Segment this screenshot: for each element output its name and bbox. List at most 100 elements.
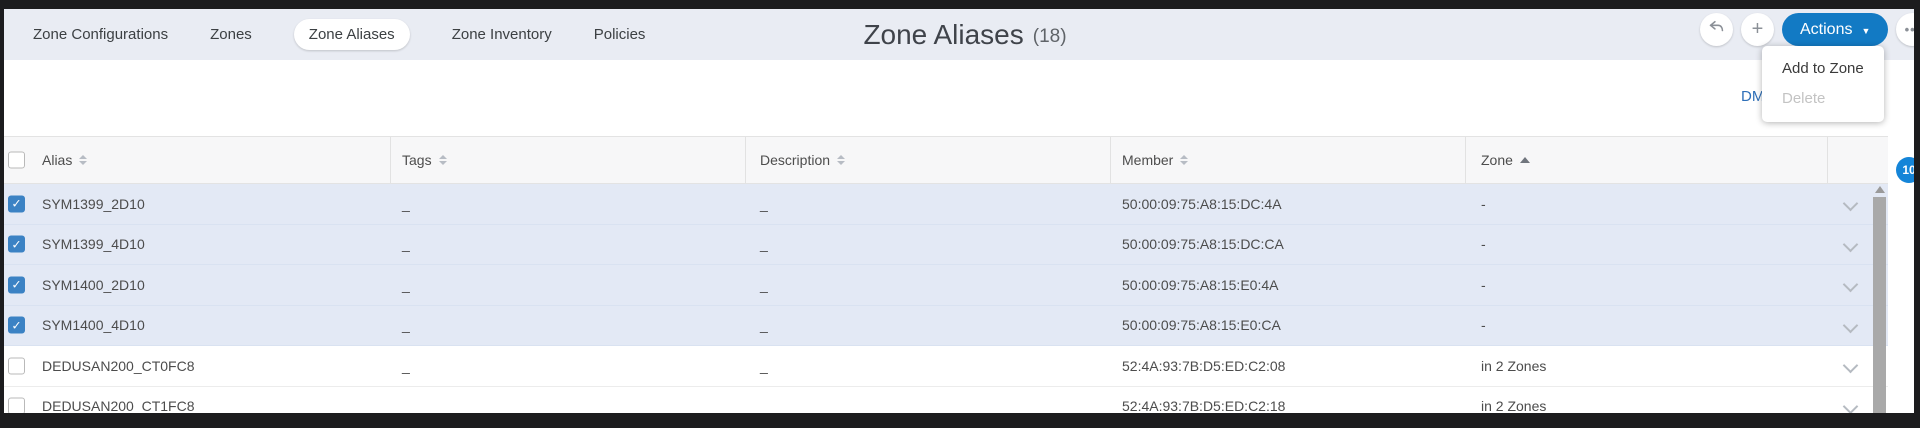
column-divider: [390, 137, 391, 183]
actions-dropdown-menu: Add to Zone Delete: [1762, 46, 1884, 122]
cell-description: _: [760, 317, 768, 334]
table-row[interactable]: ✓ SYM1400_2D10 _ _ 50:00:09:75:A8:15:E0:…: [0, 265, 1888, 306]
triangle-up-icon: [1875, 185, 1885, 193]
scrollbar-up-button[interactable]: [1872, 182, 1888, 196]
cell-tags: _: [402, 276, 410, 293]
column-divider: [1827, 137, 1828, 183]
cell-description: _: [760, 398, 768, 415]
chevron-down-icon: ▼: [1861, 25, 1871, 36]
column-header-description[interactable]: Description: [760, 137, 846, 183]
cell-zone: -: [1481, 236, 1486, 253]
cell-tags: _: [402, 357, 410, 374]
tab-policies[interactable]: Policies: [593, 26, 646, 43]
top-frame-bar: [0, 0, 1920, 9]
table-row[interactable]: ✓ SYM1399_2D10 _ _ 50:00:09:75:A8:15:DC:…: [0, 184, 1888, 225]
sort-icon: [1180, 155, 1189, 165]
cell-member: 50:00:09:75:A8:15:E0:CA: [1122, 317, 1281, 334]
column-divider: [1465, 137, 1466, 183]
column-divider: [745, 137, 746, 183]
cell-description: _: [760, 357, 768, 374]
row-expand-chevron-icon[interactable]: [1842, 317, 1859, 333]
row-expand-chevron-icon[interactable]: [1842, 276, 1859, 293]
row-checkbox[interactable]: ✓: [8, 316, 25, 334]
table-row[interactable]: ✓ SYM1399_4D10 _ _ 50:00:09:75:A8:15:DC:…: [0, 224, 1888, 265]
cell-tags: _: [402, 236, 410, 253]
cell-member: 50:00:09:75:A8:15:E0:4A: [1122, 276, 1279, 293]
sort-icon: [438, 155, 447, 165]
column-header-member[interactable]: Member: [1122, 137, 1189, 183]
dm-link[interactable]: DM: [1741, 88, 1765, 105]
actions-button[interactable]: Actions ▼: [1782, 13, 1889, 46]
header-actions-group: + Actions ▼ •••: [1700, 13, 1920, 46]
toolbar: [4, 60, 1914, 136]
cell-member: 52:4A:93:7B:D5:ED:C2:08: [1122, 357, 1286, 374]
plus-icon: +: [1751, 18, 1764, 40]
tab-zones[interactable]: Zones: [210, 26, 252, 43]
page-title-text: Zone Aliases: [863, 18, 1024, 50]
row-expand-chevron-icon[interactable]: [1842, 398, 1859, 414]
add-button[interactable]: +: [1741, 13, 1774, 46]
row-checkbox[interactable]: ✓: [8, 276, 25, 294]
column-header-zone[interactable]: Zone: [1481, 137, 1530, 183]
tab-bar: Zone Configurations Zones Zone Aliases Z…: [33, 9, 645, 60]
undo-arrow-icon: [1707, 17, 1726, 42]
cell-description: _: [760, 236, 768, 253]
cell-description: _: [760, 195, 768, 212]
table-row[interactable]: ✓ SYM1400_4D10 _ _ 50:00:09:75:A8:15:E0:…: [0, 305, 1888, 346]
actions-button-label: Actions: [1800, 20, 1853, 38]
cell-alias: SYM1400_2D10: [42, 276, 145, 293]
tab-zone-inventory[interactable]: Zone Inventory: [451, 26, 552, 43]
row-checkbox[interactable]: ✓: [8, 357, 25, 375]
row-expand-chevron-icon[interactable]: [1842, 357, 1859, 374]
cell-alias: SYM1400_4D10: [42, 317, 145, 334]
sort-icon: [837, 155, 846, 165]
row-checkbox[interactable]: ✓: [8, 195, 25, 213]
cell-zone: -: [1481, 276, 1486, 293]
column-header-label: Member: [1122, 152, 1174, 168]
cell-tags: _: [402, 398, 410, 415]
bottom-frame-bar: [0, 413, 1920, 428]
column-header-label: Description: [760, 152, 831, 168]
row-expand-chevron-icon[interactable]: [1842, 236, 1859, 252]
table-row[interactable]: ✓ DEDUSAN200_CT0FC8 _ _ 52:4A:93:7B:D5:E…: [0, 346, 1888, 387]
sort-ascending-icon: [1519, 157, 1530, 163]
page-title: Zone Aliases (18): [863, 9, 1066, 60]
tab-zone-aliases[interactable]: Zone Aliases: [293, 19, 410, 50]
tab-band: Zone Configurations Zones Zone Aliases Z…: [4, 9, 1914, 60]
page-title-count: (18): [1032, 25, 1067, 47]
cell-member: 50:00:09:75:A8:15:DC:4A: [1122, 195, 1282, 212]
cell-zone: in 2 Zones: [1481, 398, 1547, 415]
cell-member: 52:4A:93:7B:D5:ED:C2:18: [1122, 398, 1286, 415]
undo-button[interactable]: [1700, 13, 1733, 46]
cell-tags: _: [402, 195, 410, 212]
sort-icon: [79, 155, 88, 165]
column-header-label: Tags: [402, 152, 432, 168]
menu-item-delete[interactable]: Delete: [1782, 90, 1826, 107]
row-checkbox[interactable]: ✓: [8, 235, 25, 253]
cell-zone: in 2 Zones: [1481, 357, 1547, 374]
cell-description: _: [760, 276, 768, 293]
cell-member: 50:00:09:75:A8:15:DC:CA: [1122, 236, 1284, 253]
table-body: ✓ SYM1399_2D10 _ _ 50:00:09:75:A8:15:DC:…: [0, 184, 1888, 427]
cell-alias: DEDUSAN200_CT1FC8: [42, 398, 195, 415]
column-header-label: Alias: [42, 152, 73, 168]
cell-alias: SYM1399_4D10: [42, 236, 145, 253]
row-expand-chevron-icon[interactable]: [1842, 195, 1859, 212]
right-frame-bar: [1914, 0, 1920, 428]
cell-zone: -: [1481, 195, 1486, 212]
cell-alias: DEDUSAN200_CT0FC8: [42, 357, 195, 374]
column-header-label: Zone: [1481, 152, 1513, 168]
cell-tags: _: [402, 317, 410, 334]
select-all-checkbox[interactable]: ✓: [8, 151, 25, 169]
column-divider: [1110, 137, 1111, 183]
tab-zone-configurations[interactable]: Zone Configurations: [33, 26, 169, 43]
left-frame-bar: [0, 0, 4, 428]
column-header-tags[interactable]: Tags: [402, 137, 447, 183]
cell-alias: SYM1399_2D10: [42, 195, 145, 212]
scrollbar-thumb[interactable]: [1873, 197, 1886, 413]
cell-zone: -: [1481, 317, 1486, 334]
column-header-alias[interactable]: Alias: [42, 137, 88, 183]
table-header: ✓ Alias Tags Description Member Zone: [0, 136, 1888, 184]
menu-item-add-to-zone[interactable]: Add to Zone: [1782, 60, 1864, 77]
